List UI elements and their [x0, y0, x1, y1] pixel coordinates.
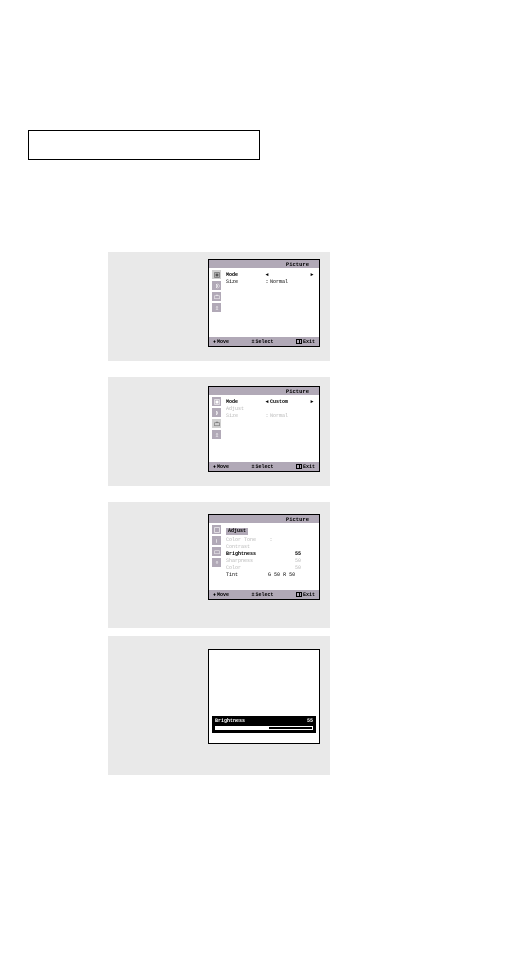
- footer-exit: Exit: [296, 464, 315, 470]
- osd-sidebar: [212, 397, 224, 439]
- osd-footer: ♦Move ±Select Exit: [209, 590, 319, 599]
- brightness-bar[interactable]: [215, 726, 313, 730]
- channel-tab-icon[interactable]: [212, 292, 221, 301]
- osd-window-2: Picture Mode ◄ Cu: [208, 386, 320, 472]
- footer-move: ♦Move: [213, 592, 229, 598]
- footer-move: ♦Move: [213, 464, 229, 470]
- osd-panel-1: Picture Mode ◄: [108, 252, 330, 361]
- osd-header: Picture: [209, 260, 319, 268]
- footer-exit: Exit: [296, 339, 315, 345]
- row-label: Contrast: [226, 544, 268, 551]
- osd-header: Picture: [209, 387, 319, 395]
- menu-row-mode[interactable]: Mode ◄ Custom ►: [226, 399, 315, 406]
- menu-row-tint[interactable]: Tint G 50 R 50: [226, 572, 315, 579]
- menu-row-colortone[interactable]: Color Tone :: [226, 537, 315, 544]
- osd-content: Mode ◄ ► Size : Normal: [226, 272, 315, 286]
- tint-rval: 50: [289, 572, 295, 579]
- picture-tab-icon[interactable]: [212, 397, 221, 406]
- menu-row-contrast[interactable]: Contrast: [226, 544, 315, 551]
- footer-select: ±Select: [251, 339, 273, 345]
- plusminus-icon: ±: [251, 592, 254, 598]
- picture-tab-icon[interactable]: [212, 525, 221, 534]
- title-box: [28, 130, 260, 160]
- osd-content: Mode ◄ Custom ► Adjust Size : Normal: [226, 399, 315, 420]
- plusminus-icon: ±: [251, 339, 254, 345]
- osd-window-1: Picture Mode ◄: [208, 259, 320, 347]
- right-arrow-icon: ►: [309, 272, 315, 279]
- menu-row-mode[interactable]: Mode ◄ ►: [226, 272, 315, 279]
- row-value: 50: [286, 565, 301, 572]
- setup-tab-icon[interactable]: [212, 558, 221, 567]
- osd-window-4: Brightness 55: [208, 649, 320, 744]
- osd-header-label: Picture: [286, 261, 309, 268]
- footer-select: ±Select: [251, 592, 273, 598]
- row-label: Size: [226, 413, 264, 420]
- footer-exit: Exit: [296, 592, 315, 598]
- plusminus-icon: ±: [251, 464, 254, 470]
- updown-icon: ♦: [213, 339, 216, 345]
- footer-move: ♦Move: [213, 339, 229, 345]
- row-value: Normal: [270, 413, 315, 420]
- osd-header-label: Picture: [286, 516, 309, 523]
- menu-row-size[interactable]: Size : Normal: [226, 279, 315, 286]
- row-label: Sharpness: [226, 558, 286, 565]
- row-label: Color: [226, 565, 286, 572]
- brightness-adjust-strip: Brightness 55: [212, 716, 316, 733]
- footer-select: ±Select: [251, 464, 273, 470]
- osd-sidebar: [212, 525, 224, 567]
- menu-icon: [296, 592, 302, 597]
- sound-tab-icon[interactable]: [212, 408, 221, 417]
- osd-content: Adjust Color Tone : Contrast Brightness …: [226, 527, 315, 579]
- row-value: 55: [286, 551, 301, 558]
- menu-row-sharpness[interactable]: Sharpness 50: [226, 558, 315, 565]
- adjust-value: 55: [307, 718, 313, 724]
- setup-tab-icon[interactable]: [212, 430, 221, 439]
- osd-footer: ♦Move ±Select Exit: [209, 462, 319, 471]
- osd-window-3: Picture Adjust Color Tone : Contrast Bri…: [208, 514, 320, 600]
- sound-tab-icon[interactable]: [212, 536, 221, 545]
- adjust-label: Brightness: [215, 718, 245, 724]
- left-arrow-icon: ◄: [264, 272, 270, 279]
- menu-row-brightness[interactable]: Brightness 55: [226, 551, 315, 558]
- row-label: Tint: [226, 572, 268, 579]
- osd-header: Picture: [209, 515, 319, 523]
- osd-footer: ♦Move ±Select Exit: [209, 337, 319, 346]
- osd-panel-3: Picture Adjust Color Tone : Contrast Bri…: [108, 502, 330, 628]
- row-label: Color Tone: [226, 537, 268, 544]
- menu-row-size[interactable]: Size : Normal: [226, 413, 315, 420]
- row-label: Brightness: [226, 551, 286, 558]
- menu-row-color[interactable]: Color 50: [226, 565, 315, 572]
- row-value: Normal: [270, 279, 315, 286]
- picture-tab-icon[interactable]: [212, 270, 221, 279]
- setup-tab-icon[interactable]: [212, 303, 221, 312]
- channel-tab-icon[interactable]: [212, 547, 221, 556]
- row-value: Custom: [270, 399, 309, 406]
- menu-row-adjust[interactable]: Adjust: [226, 406, 315, 413]
- osd-sidebar: [212, 270, 224, 312]
- row-label: Adjust: [226, 406, 264, 413]
- tint-g: G: [268, 572, 271, 579]
- row-label: Mode: [226, 399, 264, 406]
- menu-icon: [296, 339, 302, 344]
- tint-r: R: [283, 572, 286, 579]
- channel-tab-icon[interactable]: [212, 419, 221, 428]
- row-value: 50: [286, 558, 301, 565]
- osd-panel-4: Brightness 55: [108, 636, 330, 775]
- right-arrow-icon: ►: [309, 399, 315, 406]
- row-label: Size: [226, 279, 264, 286]
- menu-icon: [296, 464, 302, 469]
- tint-gval: 50: [274, 572, 280, 579]
- updown-icon: ♦: [213, 592, 216, 598]
- colon: :: [268, 537, 274, 544]
- brightness-bar-fill: [216, 727, 269, 729]
- osd-panel-2: Picture Mode ◄ Cu: [108, 377, 330, 486]
- osd-header-label: Picture: [286, 388, 309, 395]
- updown-icon: ♦: [213, 464, 216, 470]
- row-label: Mode: [226, 272, 264, 279]
- adjust-subtitle: Adjust: [226, 527, 315, 537]
- sound-tab-icon[interactable]: [212, 281, 221, 290]
